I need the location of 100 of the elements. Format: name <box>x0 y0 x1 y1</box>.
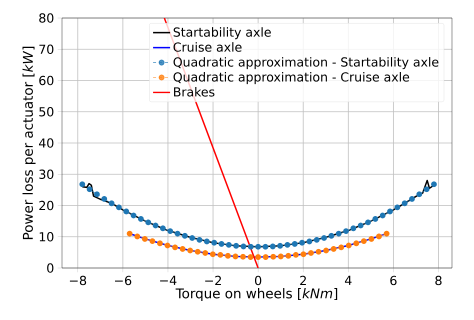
point <box>174 230 180 237</box>
point <box>211 240 218 246</box>
point <box>160 225 166 232</box>
x-tick-label: 2 <box>300 276 306 286</box>
y-tick-label: 20 <box>39 200 54 210</box>
point <box>299 240 305 246</box>
point <box>225 252 231 259</box>
point <box>172 244 178 250</box>
point <box>218 241 224 247</box>
point <box>248 244 254 250</box>
point <box>126 230 133 237</box>
point <box>431 181 437 188</box>
point <box>360 238 367 244</box>
point <box>402 200 408 206</box>
point <box>101 196 108 202</box>
point <box>358 222 364 228</box>
point <box>353 240 360 246</box>
y-tick-label: 40 <box>38 138 54 148</box>
point <box>152 222 158 228</box>
point <box>330 246 337 252</box>
point <box>196 236 202 243</box>
point <box>270 254 276 260</box>
point <box>306 238 312 244</box>
point <box>180 246 186 252</box>
point <box>123 208 130 214</box>
legend-label: Quadratic approximation - Startability axle <box>174 57 438 70</box>
legend-label: Startability axle <box>174 27 271 40</box>
point <box>292 252 299 258</box>
x-tick-label: 6 <box>390 276 397 286</box>
legend-label: Brakes <box>174 86 214 97</box>
point <box>145 219 152 226</box>
point <box>376 234 382 240</box>
point <box>94 191 100 198</box>
point <box>194 248 201 255</box>
legend-label: Cruise axle <box>174 42 242 52</box>
point <box>232 254 238 260</box>
point <box>308 250 314 256</box>
point <box>416 191 422 198</box>
point <box>150 238 156 244</box>
legend-label: Quadratic approximation - Cruise axle <box>174 72 410 84</box>
point <box>86 186 93 192</box>
x-tick-label: 4 <box>344 276 352 285</box>
point <box>204 238 210 244</box>
point <box>316 248 322 255</box>
point <box>217 252 224 258</box>
x-tick-label: −2 <box>205 276 221 286</box>
y-tick-label: 30 <box>39 170 54 179</box>
point <box>368 236 374 242</box>
point <box>262 254 269 260</box>
point <box>248 254 254 260</box>
x-tick-label: −6 <box>115 276 132 286</box>
x-tick-label: −8 <box>70 276 86 286</box>
point <box>321 235 327 241</box>
point <box>262 244 268 250</box>
y-tick-label: 80 <box>39 13 54 23</box>
point <box>240 254 246 260</box>
point <box>277 242 283 249</box>
point <box>328 232 334 239</box>
point <box>240 244 246 250</box>
x-axis-title: Torque on wheels [kNm] <box>176 288 338 302</box>
x-tick-label: 0 <box>254 276 262 286</box>
point <box>134 234 140 240</box>
point <box>284 242 290 248</box>
point <box>255 254 262 260</box>
point <box>343 228 349 234</box>
point <box>142 236 148 242</box>
point <box>314 236 320 243</box>
point <box>380 212 386 218</box>
point <box>346 242 352 248</box>
point <box>138 216 144 222</box>
y-tick-label: 0 <box>47 263 54 273</box>
x-tick-label: 8 <box>435 276 442 286</box>
point <box>167 228 174 234</box>
y-tick-label: 70 <box>39 44 54 54</box>
point <box>365 219 371 226</box>
point <box>157 240 163 246</box>
point <box>372 216 378 222</box>
point <box>164 242 170 248</box>
point <box>336 230 342 237</box>
point <box>384 230 390 237</box>
y-axis-title: Power loss per actuator [kW] <box>22 46 36 240</box>
point <box>424 186 430 192</box>
point <box>387 208 393 214</box>
point <box>409 196 415 202</box>
point <box>233 242 240 249</box>
point <box>285 252 292 259</box>
x-tick-label: −4 <box>160 276 176 285</box>
point <box>350 225 356 232</box>
point <box>292 241 298 247</box>
point <box>116 204 122 210</box>
y-tick-label: 10 <box>40 232 54 242</box>
point <box>130 212 136 218</box>
point <box>187 248 194 254</box>
point <box>278 254 284 260</box>
point <box>182 232 188 239</box>
point <box>338 244 344 250</box>
point <box>255 244 262 250</box>
point <box>394 204 400 210</box>
y-tick-label: 60 <box>39 76 54 86</box>
point <box>108 200 114 206</box>
